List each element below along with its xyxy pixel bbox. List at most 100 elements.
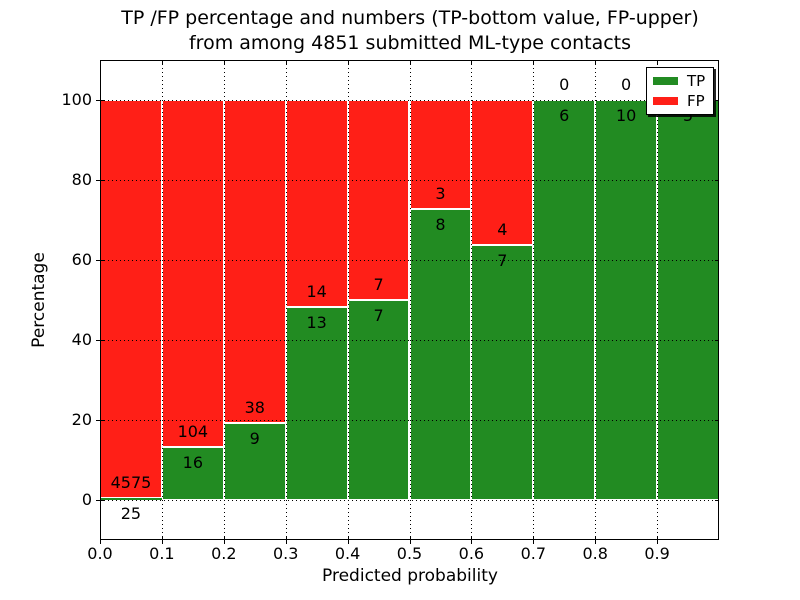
- tp-count-label: 10: [615, 106, 637, 125]
- y-tick-left-in: [100, 420, 104, 421]
- bar-fp-segment: [223, 100, 286, 424]
- bar-fp-segment: [285, 100, 348, 308]
- x-tick-label: 0.4: [334, 544, 361, 563]
- y-tick-label: 20: [71, 410, 92, 429]
- y-tick-left: [96, 180, 100, 181]
- legend-item-tp: TP: [653, 73, 713, 89]
- y-tick-right: [715, 260, 719, 261]
- tp-count-label: 5: [682, 106, 694, 125]
- x-tick-bottom: [657, 540, 659, 544]
- bar-tp-segment: [409, 209, 472, 500]
- bar-tp-segment: [285, 307, 348, 500]
- bar-fp-segment: [161, 100, 224, 447]
- fp-count-label: 14: [306, 282, 327, 302]
- y-tick-left-in: [100, 340, 104, 341]
- x-tick-bottom: [285, 540, 287, 544]
- bar-tp-segment: [347, 300, 410, 500]
- tp-count-label: 25: [120, 503, 142, 523]
- x-tick-label: 0.0: [87, 544, 113, 563]
- x-tick-bottom-in: [409, 536, 411, 540]
- gridline-horizontal: [100, 420, 719, 421]
- y-tick-right: [715, 420, 719, 421]
- gridline-vertical: [595, 60, 597, 540]
- bar-tp-segment: [533, 100, 596, 500]
- y-tick-left: [96, 500, 100, 501]
- x-tick-bottom: [347, 540, 349, 544]
- gridline-vertical: [409, 60, 411, 540]
- x-tick-bottom-in: [471, 536, 473, 540]
- x-tick-bottom: [409, 540, 411, 544]
- y-tick-right: [715, 500, 719, 501]
- bar-tp-segment: [595, 100, 658, 500]
- y-tick-left-in: [100, 500, 104, 501]
- chart-title: TP /FP percentage and numbers (TP-bottom…: [10, 6, 800, 56]
- x-tick-top: [161, 60, 163, 64]
- y-tick-left-in: [100, 100, 104, 101]
- legend-label-tp: TP: [687, 72, 706, 90]
- x-tick-bottom-in: [100, 536, 101, 540]
- y-tick-left: [96, 260, 100, 261]
- y-tick-label: 0: [81, 490, 92, 509]
- fp-count-label: 0: [559, 75, 570, 94]
- legend: TP FP: [646, 67, 714, 115]
- gridline-vertical: [285, 60, 287, 540]
- x-tick-top: [595, 60, 597, 64]
- x-tick-bottom-in: [533, 536, 535, 540]
- x-tick-bottom-in: [657, 536, 659, 540]
- x-tick-bottom-in: [347, 536, 349, 540]
- x-axis-label: Predicted probability: [322, 566, 498, 586]
- gridline-vertical: [161, 60, 163, 540]
- x-tick-label: 0.7: [520, 544, 547, 563]
- x-tick-bottom: [223, 540, 225, 544]
- gridline-vertical: [471, 60, 473, 540]
- gridline-horizontal: [100, 340, 719, 341]
- x-tick-bottom-in: [223, 536, 225, 540]
- x-tick-bottom-in: [595, 536, 597, 540]
- gridline-horizontal: [100, 260, 719, 261]
- x-tick-top: [409, 60, 411, 64]
- gridline-horizontal: [100, 180, 719, 181]
- gridline-vertical: [657, 60, 659, 540]
- fp-count-label: 4: [497, 220, 508, 240]
- bar-fp-segment: [471, 100, 534, 246]
- fp-count-label: 104: [177, 421, 209, 441]
- bar-tp-segment: [657, 100, 719, 500]
- y-tick-right: [715, 100, 719, 101]
- y-tick-left-in: [100, 180, 104, 181]
- bar-fp-segment: [100, 100, 162, 498]
- y-tick-label: 100: [61, 90, 92, 109]
- x-tick-label: 0.5: [396, 544, 423, 563]
- gridline-vertical: [347, 60, 349, 540]
- y-tick-right: [715, 340, 719, 341]
- bar-tp-segment: [471, 245, 534, 500]
- fp-count-label: 3: [435, 184, 446, 204]
- y-tick-label: 60: [71, 250, 92, 269]
- x-tick-label: 0.6: [458, 544, 485, 563]
- fp-count-label: 0: [621, 75, 632, 94]
- legend-swatch-tp: [653, 77, 678, 85]
- legend-label-fp: FP: [687, 92, 705, 110]
- y-tick-label: 80: [71, 170, 92, 189]
- x-tick-bottom: [161, 540, 163, 544]
- x-tick-label: 0.9: [644, 544, 670, 563]
- x-tick-label: 0.3: [272, 544, 299, 563]
- x-tick-top: [471, 60, 473, 64]
- bar-tp-segment: [100, 497, 162, 500]
- chart-title-line2: from among 4851 submitted ML-type contac…: [188, 32, 632, 54]
- x-tick-label: 0.1: [149, 544, 175, 563]
- x-tick-bottom: [533, 540, 535, 544]
- legend-swatch-fp: [653, 97, 678, 105]
- legend-item-fp: FP: [653, 93, 713, 109]
- tp-count-label: 8: [435, 215, 446, 235]
- tp-count-label: 16: [182, 452, 204, 472]
- tp-count-label: 7: [373, 306, 384, 325]
- x-tick-bottom: [595, 540, 597, 544]
- y-tick-right: [715, 180, 719, 181]
- fp-count-label: 38: [244, 398, 265, 418]
- fp-count-label: 4575: [110, 472, 152, 492]
- x-tick-bottom-in: [161, 536, 163, 540]
- x-tick-bottom: [471, 540, 473, 544]
- bar-fp-segment: [347, 100, 410, 300]
- x-tick-bottom: [100, 540, 101, 544]
